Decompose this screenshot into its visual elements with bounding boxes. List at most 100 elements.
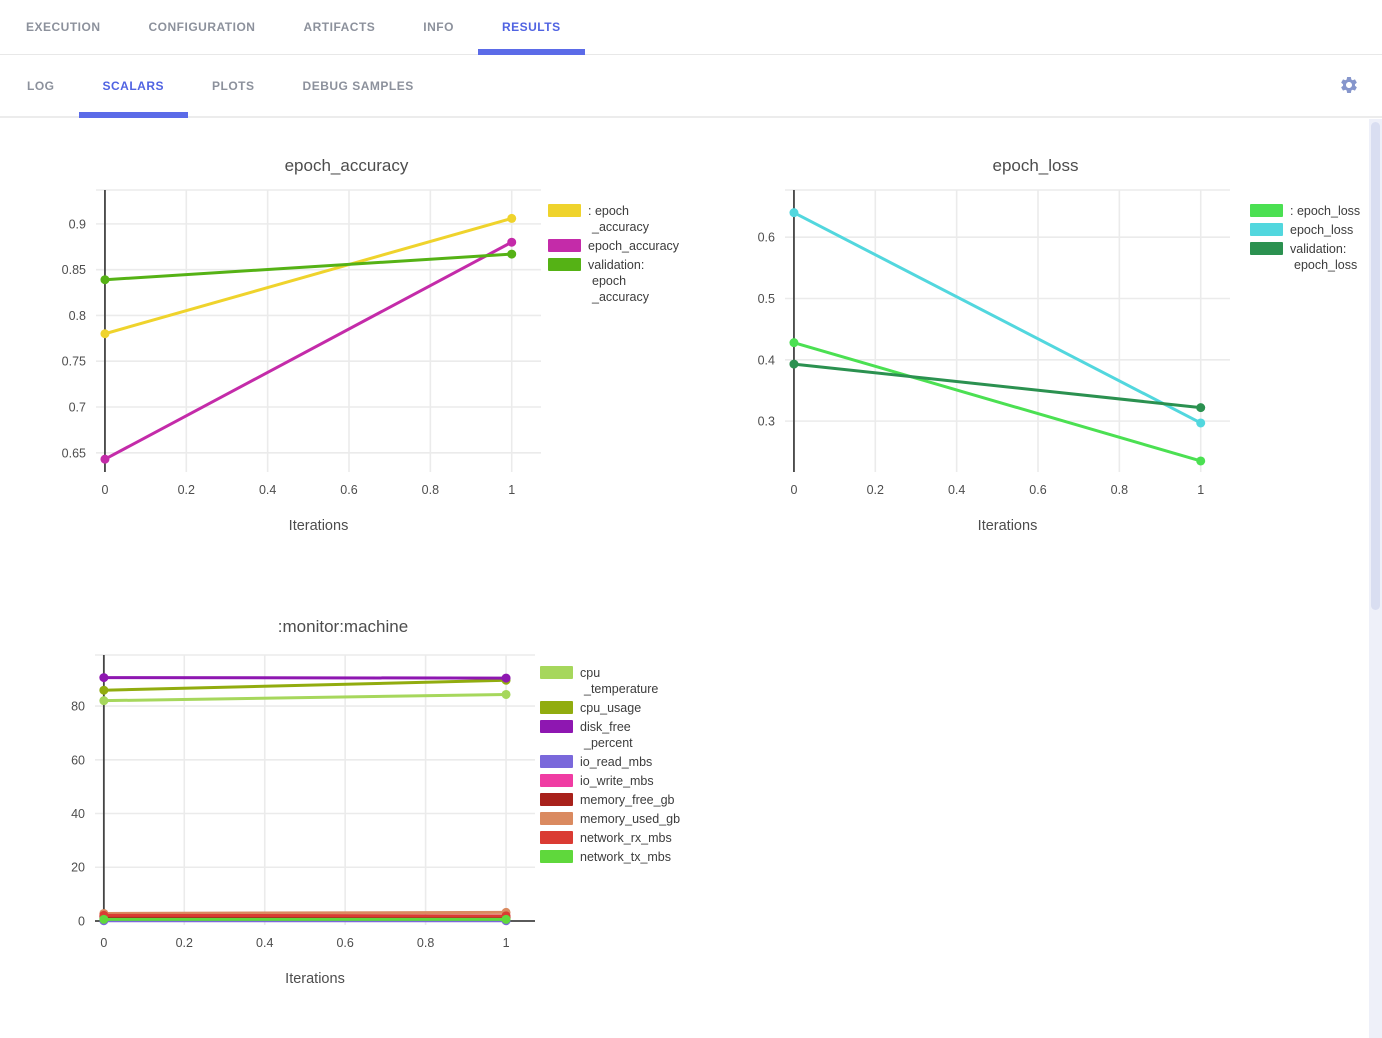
tab-configuration[interactable]: CONFIGURATION [125,0,280,54]
series-line-: epoch_loss [793,341,1202,463]
series-marker-cpu_usage [99,685,109,695]
legend-swatch [540,720,573,733]
legend-label: epoch [592,274,626,288]
series-line-network_rx_mbs [103,913,507,918]
chart-svg-:monitor:machine[interactable]: 0 20 40 60 80 0 0.2 0.4 0.6 0.8 1:monitor:machine I… [20,600,700,1010]
x-tick-label: 0.4 [259,483,276,497]
x-tick-label: 0 [100,936,107,950]
series-marker-: epoch_accuracy [507,213,517,223]
x-tick-label: 0.6 [1029,483,1046,497]
series-marker-epoch_loss [789,208,799,218]
chart-epoch-accuracy[interactable]: 0.65 0.7 0.75 0.8 0.85 0.9 0 0.2 0.4 0.6 0.8 1 epoch… [20,140,700,550]
y-tick-label: 0.85 [62,263,86,277]
legend-swatch [548,204,581,217]
y-tick-label: 0.8 [69,309,86,323]
legend-item-epoch_loss[interactable]: epoch_loss [1250,223,1353,237]
x-tick-label: 0 [101,483,108,497]
legend-label: io_write_mbs [580,774,654,788]
scalar-charts-area: 0.65 0.7 0.75 0.8 0.85 0.9 0 0.2 0.4 0.6 0.8 1 epoch… [0,118,1382,1010]
legend-swatch [1250,242,1283,255]
tab-results[interactable]: RESULTS [477,0,585,55]
chart-epoch-loss[interactable]: 0.3 0.4 0.5 0.6 0 0.2 0.4 0.6 0.8 1 epoch_loss Iter… [700,140,1382,550]
vertical-scrollbar [1369,119,1382,1038]
chart-svg-epoch_accuracy[interactable]: 0.65 0.7 0.75 0.8 0.85 0.9 0 0.2 0.4 0.6 0.8 1 epoch… [20,140,700,550]
legend-item-: epoch_loss[interactable]: : epoch_loss [1250,204,1360,218]
x-tick-label: 0.4 [948,483,965,497]
tab-plots[interactable]: PLOTS [188,55,279,116]
tab-scalars[interactable]: SCALARS [78,55,189,118]
legend-item-disk_free_percent[interactable]: disk_free _percent [540,720,633,750]
legend-label: _accuracy [591,290,650,304]
x-tick-label: 0.8 [417,936,434,950]
legend-label: cpu_usage [580,701,641,715]
legend-label: _percent [583,736,633,750]
legend-swatch [540,793,573,806]
y-tick-label: 0.3 [758,415,775,429]
x-axis-label: Iterations [289,518,349,534]
series-marker-validation: epoch_accuracy [100,275,110,285]
settings-gear-icon[interactable] [1338,75,1360,97]
legend-label: memory_used_gb [580,812,680,826]
legend-item-validation: epoch_loss[interactable]: validation:epoch_loss [1250,242,1357,272]
y-tick-label: 0.6 [758,231,775,245]
legend-item-epoch_accuracy[interactable]: epoch_accuracy [548,239,680,253]
legend-label: network_tx_mbs [580,850,671,864]
main-tab-bar: EXECUTION CONFIGURATION ARTIFACTS INFO RESUL… [0,0,1382,55]
series-marker-disk_free_percent [501,673,511,683]
y-tick-label: 80 [71,700,85,714]
legend-label: epoch_loss [1294,258,1357,272]
y-tick-label: 0.9 [69,217,86,231]
series-line-memory_used_gb [103,910,507,915]
series-marker-network_tx_mbs [501,914,511,924]
y-tick-label: 0 [78,914,85,928]
series-line-cpu_temperature [103,692,507,703]
x-axis-label: Iterations [285,971,345,987]
chart-monitor-machine[interactable]: 0 20 40 60 80 0 0.2 0.4 0.6 0.8 1:monitor:machine I… [20,600,700,1010]
tab-execution[interactable]: EXECUTION [2,0,125,54]
series-marker-validation: epoch_accuracy [507,249,517,259]
series-marker-epoch_accuracy [100,454,110,464]
legend-item-network_tx_mbs[interactable]: network_tx_mbs [540,850,671,864]
tab-log[interactable]: LOG [3,55,79,116]
chart-svg-epoch_loss[interactable]: 0.3 0.4 0.5 0.6 0 0.2 0.4 0.6 0.8 1 epoch_loss Iter… [700,140,1382,550]
legend-item-io_read_mbs[interactable]: io_read_mbs [540,755,652,769]
legend-label: _accuracy [591,220,650,234]
legend-swatch [540,850,573,863]
legend-item-cpu_temperature[interactable]: cpu _temperature [540,666,658,696]
x-axis-label: Iterations [978,518,1038,534]
legend-item-memory_used_gb[interactable]: memory_used_gb [540,812,680,826]
legend-item-network_rx_mbs[interactable]: network_rx_mbs [540,831,672,845]
legend-label: cpu [580,666,600,680]
series-line-epoch_accuracy [104,240,513,461]
y-tick-label: 0.65 [62,446,86,460]
y-tick-label: 40 [71,807,85,821]
series-marker-network_tx_mbs [99,914,109,924]
legend-item-validation: epoch_accuracy[interactable]: validation:epoch_accuracy [548,258,650,304]
tab-debug-samples[interactable]: DEBUG SAMPLES [279,55,438,116]
y-tick-label: 0.7 [69,400,86,414]
legend-item-: epoch_accuracy[interactable]: : epoch_accuracy [548,204,650,234]
tab-artifacts[interactable]: ARTIFACTS [279,0,399,54]
x-tick-label: 0.8 [422,483,439,497]
x-tick-label: 0.4 [256,936,273,950]
legend-swatch [540,755,573,768]
gear-icon [1341,76,1357,93]
y-tick-label: 0.5 [758,292,775,306]
legend-swatch [548,239,581,252]
legend-label: memory_free_gb [580,793,675,807]
scrollbar-thumb[interactable] [1371,122,1380,610]
legend-label: network_rx_mbs [580,831,672,845]
series-marker-epoch_loss [1196,418,1206,428]
x-tick-label: 1 [508,483,515,497]
legend-swatch [1250,223,1283,236]
series-marker-: epoch_loss [1196,456,1206,466]
x-tick-label: 0 [790,483,797,497]
legend-item-memory_free_gb[interactable]: memory_free_gb [540,793,675,807]
legend-item-cpu_usage[interactable]: cpu_usage [540,701,641,715]
x-tick-label: 0.6 [336,936,353,950]
y-tick-label: 0.4 [758,353,775,367]
legend-label: : epoch_loss [1290,204,1360,218]
tab-info[interactable]: INFO [399,0,478,54]
legend-item-io_write_mbs[interactable]: io_write_mbs [540,774,654,788]
